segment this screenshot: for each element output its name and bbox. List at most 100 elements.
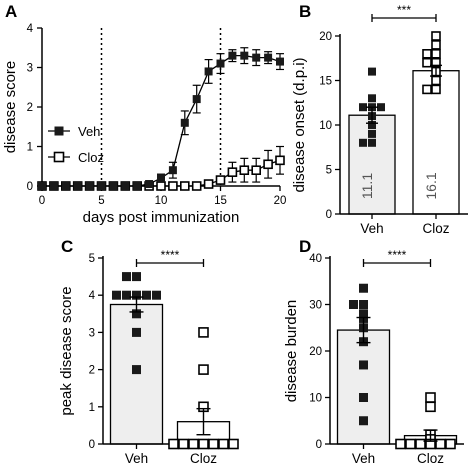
panel-label-c: C [61,237,73,256]
data-point-cloz [263,159,273,170]
data-point-cloz [198,438,209,450]
data-point-cloz [431,40,441,50]
data-point-cloz [218,438,229,450]
y-tick-label: 3 [27,63,33,75]
data-point-veh [180,118,189,127]
data-point-cloz [431,75,441,86]
x-category-label: Veh [352,451,375,466]
data-point-cloz [251,165,261,175]
data-point-veh [228,51,237,60]
y-axis-title: disease score [2,61,19,154]
data-point-veh [359,283,368,293]
data-point-cloz [168,438,179,450]
x-tick-label: 15 [214,195,227,207]
panel-d: D [299,237,311,256]
panel-label-b: B [299,2,311,21]
line-chart-disease-score: 0 1 2 3 4 0 5 10 15 20 days post immunization disea… [2,23,286,226]
data-point-veh [359,138,367,147]
data-point-veh [264,53,273,62]
x-axis-title: days post immunization [83,209,240,226]
data-point-veh [122,290,131,300]
bar-cloz [412,70,460,215]
data-point-veh [240,51,249,60]
y-tick-label: 4 [27,23,34,35]
data-point-cloz [395,438,406,450]
panel-c: C [61,237,73,256]
y-tick-label: 5 [326,165,332,177]
data-point-veh [121,182,130,190]
panel-label-a: A [5,2,17,21]
data-point-veh [112,290,121,300]
data-point-veh [359,393,368,402]
data-point-veh [359,416,368,426]
data-point-veh [122,272,131,282]
data-point-veh [368,129,376,138]
data-point-cloz [198,327,209,338]
data-point-veh [132,327,141,337]
data-point-veh [49,182,58,190]
data-point-cloz [431,48,441,59]
data-point-veh [152,290,161,300]
data-point-cloz [215,175,226,185]
data-point-cloz [156,181,166,191]
series-veh [38,47,284,190]
y-tick-label: 0 [326,209,332,221]
y-tick-label: 40 [309,253,322,265]
data-point-veh [359,309,368,319]
x-tick-label: 10 [155,195,168,207]
significance-stars: *** [397,3,411,17]
y-tick-label: 3 [89,327,95,339]
data-point-veh [204,67,213,76]
bar-veh [336,329,391,445]
x-category-label: Cloz [422,221,449,236]
x-tick-label: 20 [274,195,287,207]
x-tick-label: 0 [39,195,45,207]
data-point-veh [368,94,376,103]
data-point-cloz [405,438,416,450]
data-point-veh [349,300,358,309]
bar-chart-disease-burden: 0 10 20 30 40 Veh Cloz **** disease burden [283,248,464,466]
panel-label-d: D [299,237,311,256]
data-point-cloz [198,364,209,375]
y-tick-label: 0 [27,181,33,193]
data-point-veh [132,309,141,319]
legend-label-veh: Veh [78,124,100,139]
data-point-veh [168,166,177,175]
data-point-cloz [422,48,432,59]
y-axis-title: peak disease score [58,286,75,415]
data-point-cloz [239,165,250,175]
data-point-veh [192,95,201,104]
data-point-cloz [208,438,219,450]
data-point-cloz [435,438,446,450]
data-point-veh [133,182,142,190]
data-point-veh [142,290,151,300]
y-axis-title: disease onset (d.p.i) [291,57,308,192]
x-category-label: Cloz [417,451,444,466]
data-point-cloz [228,438,239,450]
panel-a: A [5,2,17,21]
significance-stars: **** [161,248,180,262]
data-point-veh [252,53,261,62]
data-point-cloz [431,31,441,41]
data-point-veh [359,300,368,309]
bar-value-label: 16.1 [423,172,439,199]
y-tick-label: 10 [319,120,332,132]
data-point-veh [109,182,118,190]
x-category-label: Cloz [190,451,217,466]
data-point-cloz [422,84,432,95]
data-point-cloz [422,57,432,68]
panel-b: B [299,2,311,21]
data-point-veh [61,182,70,190]
data-point-cloz [415,438,426,450]
y-tick-label: 15 [319,76,332,88]
legend: Veh Cloz [48,124,104,165]
y-tick-label: 2 [89,365,95,377]
data-point-cloz [425,401,436,413]
data-point-veh [368,138,376,147]
data-point-cloz [431,84,441,95]
data-point-cloz [275,155,285,166]
bar-chart-disease-onset-d-p-i: 0 5 10 15 20 Veh Cloz 11.1 16.1 *** disease onset … [291,3,468,236]
significance-stars: **** [388,248,407,262]
data-point-cloz [425,392,436,403]
